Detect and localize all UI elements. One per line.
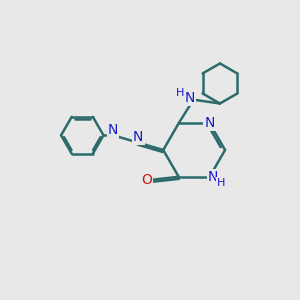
Text: N: N	[208, 170, 218, 184]
Text: N: N	[108, 123, 119, 137]
Text: H: H	[217, 178, 225, 188]
Text: N: N	[204, 116, 215, 130]
Text: N: N	[133, 130, 143, 144]
Text: H: H	[176, 88, 184, 98]
Text: N: N	[185, 91, 195, 105]
Text: O: O	[141, 173, 152, 187]
